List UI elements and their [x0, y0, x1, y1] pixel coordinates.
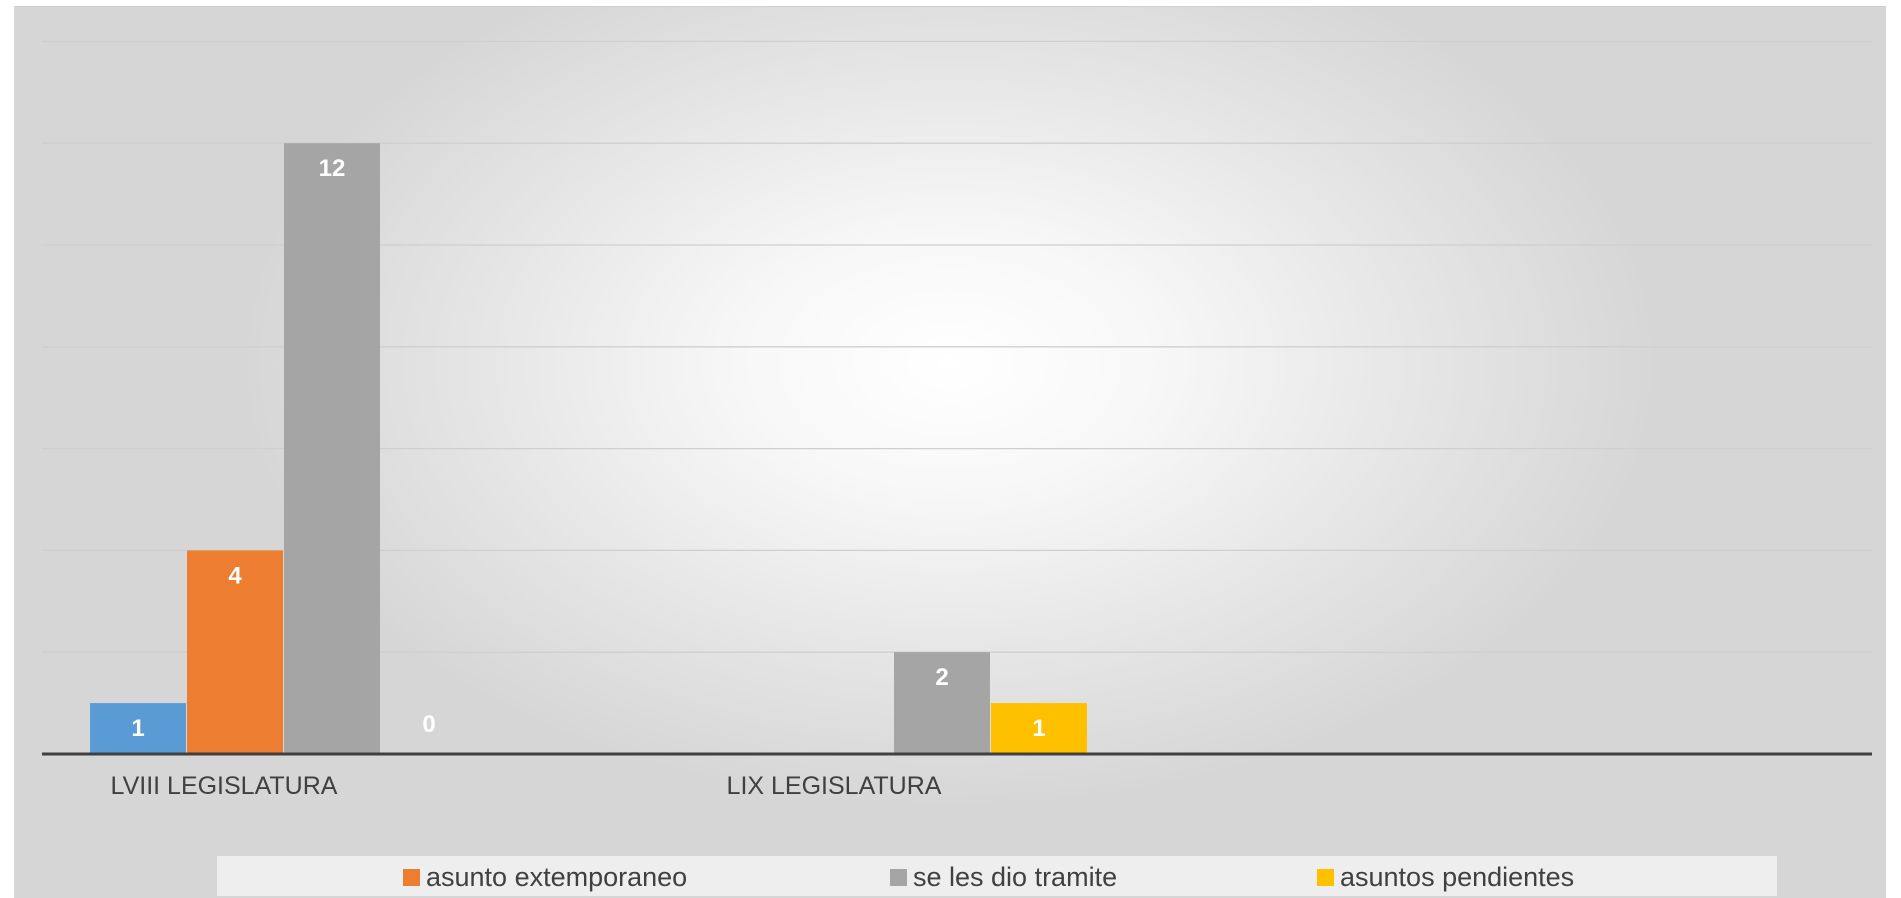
legend-label: se les dio tramite	[913, 862, 1118, 892]
data-label: 1	[131, 715, 144, 742]
bar	[284, 143, 380, 754]
bar	[894, 652, 990, 754]
legend-swatch-orange	[403, 869, 420, 886]
legend-swatch-yellow	[1317, 869, 1334, 886]
data-label: 2	[935, 664, 948, 691]
legend-label: asunto extemporaneo	[426, 862, 688, 892]
data-label: 12	[319, 155, 346, 182]
bar	[90, 703, 186, 754]
data-label: 0	[422, 711, 435, 738]
legend-swatch-gray	[890, 869, 907, 886]
category-label: LIX LEGISLATURA	[727, 772, 942, 800]
category-label: LVIII LEGISLATURA	[111, 772, 338, 800]
data-label: 4	[228, 562, 242, 589]
chart-frame: 1 4 12 2 0 1 LVIII LEGISLATURA LIX LEGISLATURA …	[14, 6, 1886, 898]
bar	[187, 550, 283, 754]
bar	[991, 703, 1087, 754]
legend-item-asuntos-pendientes: asuntos pendientes	[1317, 862, 1574, 893]
legend-item-asunto-extemporaneo: asunto extemporaneo	[403, 862, 687, 893]
legend-label: asuntos pendientes	[1340, 862, 1575, 892]
legend: asunto extemporaneo se les dio tramite a…	[217, 856, 1777, 896]
legend-item-se-les-dio-tramite: se les dio tramite	[890, 862, 1117, 893]
data-label: 1	[1032, 715, 1045, 742]
